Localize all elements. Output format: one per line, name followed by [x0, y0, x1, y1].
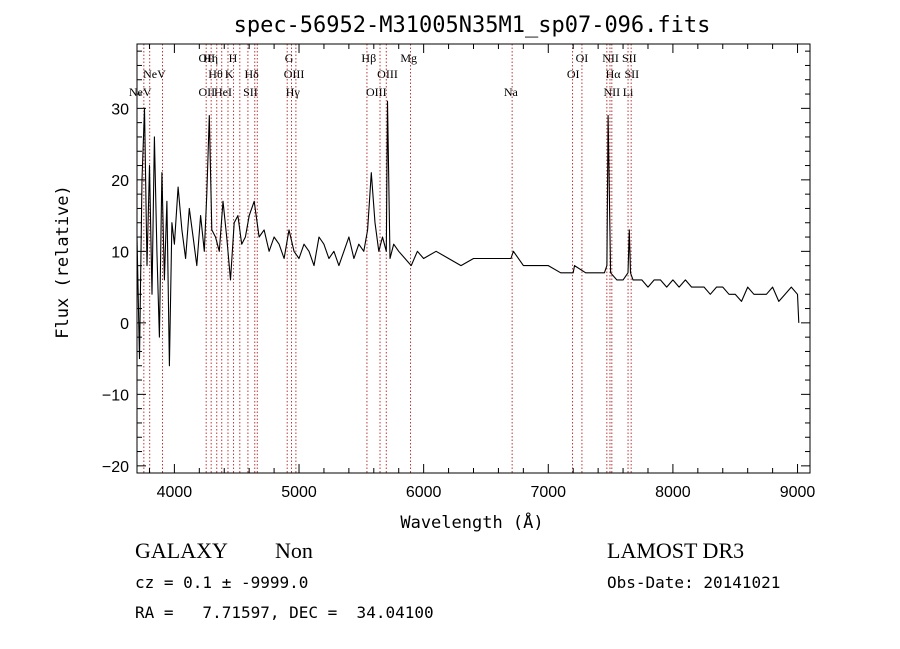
redshift-cz: cz = 0.1 ± -9999.0: [135, 573, 309, 592]
line-label: OII: [198, 51, 215, 65]
x-tick-label: 8000: [655, 484, 691, 501]
line-label: Hγ: [286, 85, 301, 99]
line-label: NeV: [143, 67, 166, 81]
obs-date: Obs-Date: 20141021: [607, 573, 781, 592]
line-label: SII: [624, 67, 639, 81]
survey-name: LAMOST DR3: [607, 538, 745, 563]
line-label: OII: [198, 85, 215, 99]
spectrum-line: [136, 100, 800, 367]
y-tick-label: 30: [111, 101, 129, 118]
line-label: H: [229, 51, 238, 65]
y-axis-label: Flux (relative): [53, 185, 73, 339]
y-tick-label: 20: [111, 173, 129, 190]
y-tick-label: −20: [102, 459, 129, 476]
x-tick-label: 6000: [406, 484, 442, 501]
line-label: OI: [567, 67, 580, 81]
line-label: NII: [602, 51, 619, 65]
line-label: NII: [604, 85, 621, 99]
object-class: GALAXY: [135, 538, 228, 563]
x-tick-label: 5000: [281, 484, 317, 501]
line-label: Na: [504, 85, 519, 99]
line-label: Mg: [400, 51, 417, 65]
emission-line-markers: [143, 44, 632, 473]
x-tick-label: 7000: [530, 484, 566, 501]
line-label: OI: [576, 51, 589, 65]
object-subclass: Non: [275, 538, 313, 563]
line-label: Hα: [606, 67, 622, 81]
x-tick-label: 4000: [157, 484, 193, 501]
line-label: G: [285, 51, 294, 65]
y-tick-label: −10: [102, 387, 129, 404]
x-tick-label: 9000: [780, 484, 816, 501]
line-label: OIII: [377, 67, 398, 81]
line-label: OIII: [366, 85, 387, 99]
ra-dec-coords: RA = 7.71597, DEC = 34.04100: [135, 603, 434, 622]
line-label: Hθ: [208, 67, 223, 81]
y-axis: −20 −10 0 10 20 30: [102, 50, 810, 476]
line-label: SII: [243, 85, 258, 99]
x-axis: 4000 5000 6000 7000 8000 9000: [148, 44, 816, 501]
x-axis-label: Wavelength (Å): [400, 511, 543, 533]
chart-title: spec-56952-M31005N35M1_sp07-096.fits: [234, 13, 711, 38]
line-label: OIII: [284, 67, 305, 81]
line-label: Hβ: [361, 51, 376, 65]
line-label: NeV: [129, 85, 152, 99]
line-label: SII: [622, 51, 637, 65]
line-label: Hη: [203, 51, 218, 65]
y-tick-label: 10: [111, 244, 129, 261]
line-label: K: [225, 67, 234, 81]
line-label: Li: [623, 85, 634, 99]
line-label: Hδ: [244, 67, 259, 81]
y-tick-label: 0: [120, 316, 129, 333]
line-label: HeI: [214, 85, 232, 99]
